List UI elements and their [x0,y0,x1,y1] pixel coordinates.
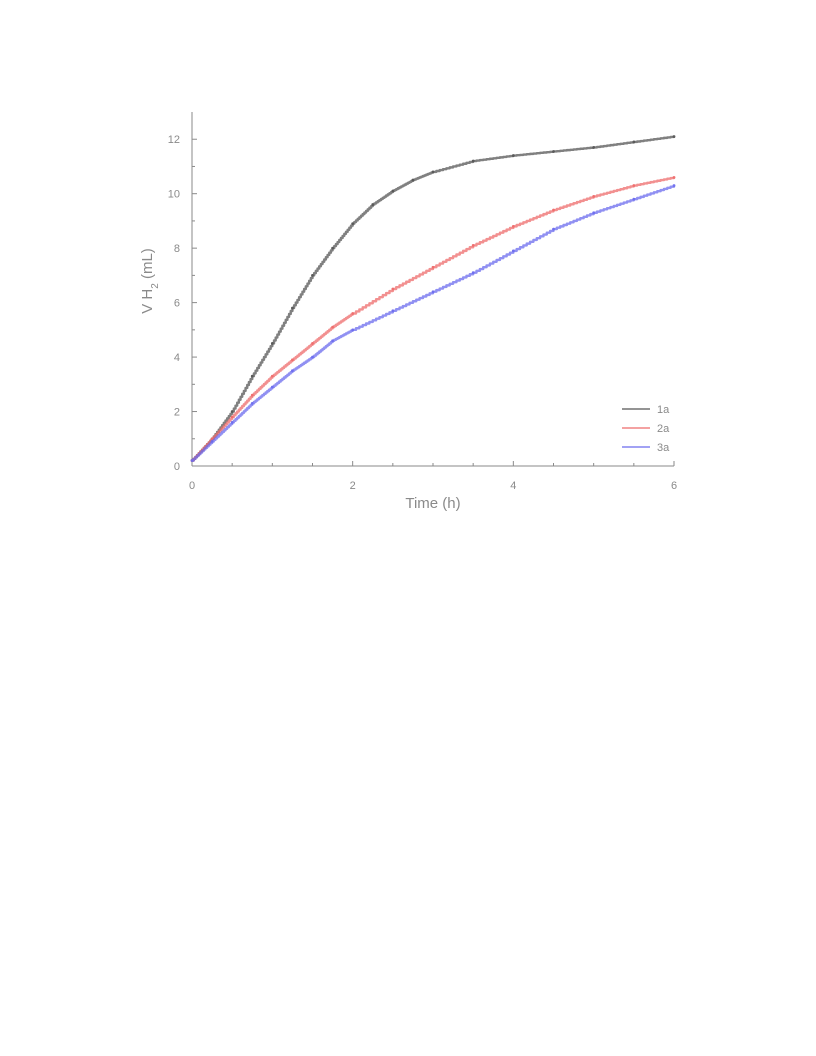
series-line-2a [192,176,676,462]
legend-label-1a: 1a [657,404,670,416]
legend: 1a 2a 3a [622,404,670,454]
data-point-1a [431,170,435,174]
data-point-3a [672,184,676,187]
data-point-2a [632,184,636,187]
y-axis-title-unit: (mL) [139,248,156,283]
data-point-1a [331,246,334,250]
data-point-1a [351,222,355,226]
data-point-1a [672,135,676,138]
data-point-2a [250,393,254,397]
x-axis-title: Time (h) [405,495,460,512]
y-tick-label: 4 [174,352,180,364]
data-point-2a [331,325,334,329]
series-3a [190,184,676,462]
legend-label-3a: 3a [657,442,670,454]
data-point-1a [230,410,234,413]
data-point-2a [552,208,555,212]
data-point-1a [371,203,375,206]
data-point-2a [270,374,274,378]
x-tick-label: 6 [671,480,677,492]
y-tick-label: 6 [174,298,180,310]
data-point-2a [351,312,355,315]
series-2a [190,175,676,462]
data-point-3a [592,211,596,215]
series-1a [190,135,676,462]
data-point-3a [250,401,254,405]
data-point-1a [391,189,395,193]
data-point-3a [471,271,475,275]
data-point-1a [270,342,274,345]
data-point-2a [592,195,596,198]
data-point-2a [471,244,475,247]
data-point-2a [230,415,234,419]
y-axis-title-main: V H [139,289,156,314]
data-point-3a [270,385,274,389]
data-point-3a [552,227,555,231]
axes: 0 2 4 6 0 2 4 6 8 10 12 [168,112,677,492]
data-point-2a [431,265,435,269]
legend-label-2a: 2a [657,423,670,435]
x-tick-label: 4 [510,480,516,492]
data-point-3a [331,339,334,343]
data-point-3a [431,290,435,294]
data-point-3a [230,421,234,424]
y-axis-title-subscript: 2 [150,283,161,289]
data-point-3a [311,355,314,359]
data-point-2a [672,175,676,179]
data-point-3a [391,309,395,313]
data-point-2a [511,224,515,228]
data-point-3a [190,459,194,462]
data-point-1a [411,178,415,182]
data-point-2a [291,358,294,362]
data-point-2a [391,287,395,291]
data-point-3a [511,249,515,253]
data-point-1a [291,306,294,310]
data-point-3a [210,440,214,443]
data-point-2a [311,342,314,345]
series-line-1a [192,135,676,462]
y-tick-label: 8 [174,243,180,255]
series-layer [190,135,676,462]
data-point-3a [291,369,294,373]
data-point-1a [592,146,596,149]
data-point-1a [552,150,555,153]
y-tick-label: 0 [174,461,180,473]
data-point-3a [351,328,355,332]
data-point-1a [632,140,636,144]
x-tick-label: 2 [350,480,356,492]
y-tick-label: 12 [168,134,180,146]
data-point-1a [250,374,254,378]
data-point-1a [511,154,515,157]
y-tick-label: 2 [174,407,180,419]
y-axis-title: V H2 (mL) [139,248,161,314]
data-point-3a [632,197,636,201]
x-tick-label: 0 [189,480,195,492]
data-point-1a [471,159,475,163]
data-point-1a [311,273,314,277]
series-line-3a [192,185,676,462]
y-tick-label: 10 [168,189,180,201]
